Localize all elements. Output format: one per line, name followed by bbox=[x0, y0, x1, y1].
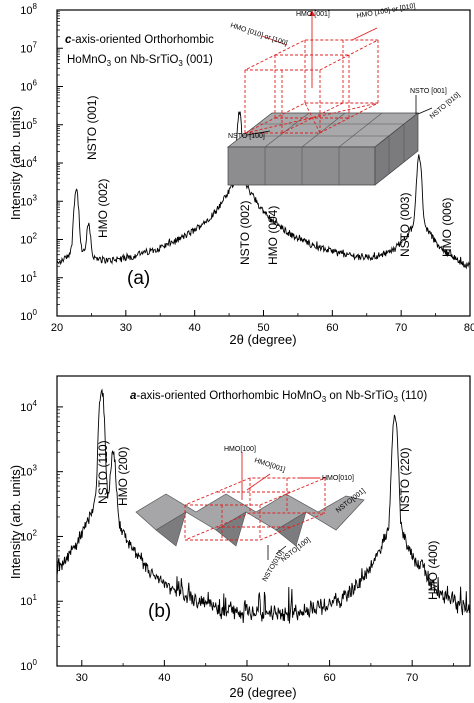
peak-label: HMO (004) bbox=[266, 206, 280, 265]
x-tick-label: 40 bbox=[158, 672, 170, 684]
x-tick-label: 30 bbox=[120, 322, 132, 334]
inset-label: HMO[001] bbox=[253, 457, 286, 474]
inset-label: HMO [010] or [100] bbox=[229, 22, 288, 47]
peak-label: NSTO (001) bbox=[85, 96, 99, 160]
y-tick-label: 105 bbox=[20, 117, 37, 132]
chart-title-b: a-axis-oriented Orthorhombic HoMnO3 on N… bbox=[130, 390, 427, 404]
panel-a: 100 101 102 103 104 105 106 107 108 20 30 40 50 60 70… bbox=[8, 2, 474, 347]
y-tick-label: 107 bbox=[20, 40, 37, 55]
y-tick-label: 102 bbox=[20, 528, 37, 543]
inset-label: NSTO[010] bbox=[262, 549, 286, 583]
x-tick-label: 80 bbox=[464, 322, 474, 334]
inset-label: HMO [100] or [010] bbox=[356, 3, 416, 20]
x-axis-b: 30 40 50 60 70 bbox=[76, 660, 454, 684]
x-axis-a: 20 30 40 50 60 70 80 bbox=[51, 310, 474, 334]
y-tick-label: 103 bbox=[20, 193, 37, 208]
x-tick-label: 40 bbox=[189, 322, 201, 334]
y-tick-label: 101 bbox=[20, 270, 37, 285]
x-axis-label-b: 2θ (degree) bbox=[229, 685, 296, 700]
peak-label: HMO (400) bbox=[426, 541, 440, 600]
inset-label: HMO[010] bbox=[322, 475, 354, 482]
peak-label: HMO (002) bbox=[96, 179, 110, 238]
xrd-trace-b bbox=[56, 388, 471, 624]
y-tick-label: 108 bbox=[20, 2, 37, 17]
panel-b: 100 101 102 103 104 30 40 50 60 70 a-axis-orient… bbox=[8, 375, 471, 700]
x-tick-label: 60 bbox=[323, 672, 335, 684]
y-axis-label-b: Intensity (arb. units) bbox=[8, 465, 23, 579]
inset-label: HMO [001] bbox=[296, 11, 330, 18]
panel-label-b: (b) bbox=[148, 601, 171, 622]
substrate-front bbox=[227, 146, 376, 186]
x-tick-label: 50 bbox=[257, 322, 269, 334]
x-axis-label-a: 2θ (degree) bbox=[229, 332, 296, 347]
crystal-inset-a: HMO [001] HMO [010] or [100] HMO [100] o… bbox=[226, 3, 462, 186]
y-tick-label: 104 bbox=[20, 155, 37, 170]
y-tick-label: 100 bbox=[20, 308, 37, 323]
y-tick-label: 101 bbox=[20, 593, 37, 608]
y-tick-label: 104 bbox=[20, 399, 37, 414]
x-tick-label: 30 bbox=[76, 672, 88, 684]
peak-label: NSTO (220) bbox=[398, 448, 412, 512]
chart-title-a-line2: HoMnO3 on Nb-SrTiO3 (001) bbox=[67, 54, 213, 68]
x-tick-label: 70 bbox=[406, 672, 418, 684]
inset-label: HMO[100] bbox=[224, 446, 256, 453]
panel-label-a: (a) bbox=[127, 268, 150, 289]
y-tick-label: 100 bbox=[20, 658, 37, 673]
y-tick-label: 106 bbox=[20, 79, 37, 94]
xrd-trace-a bbox=[56, 111, 471, 270]
inset-label: NSTO [001] bbox=[410, 88, 447, 95]
peak-label: NSTO (003) bbox=[398, 193, 412, 257]
x-tick-label: 50 bbox=[241, 672, 253, 684]
x-tick-label: 70 bbox=[395, 322, 407, 334]
y-tick-label: 103 bbox=[20, 464, 37, 479]
inset-label: NSTO [010] bbox=[429, 91, 462, 120]
y-axis-label-a: Intensity (arb. units) bbox=[8, 106, 23, 220]
peak-label: HMO (006) bbox=[440, 198, 454, 257]
y-tick-label: 102 bbox=[20, 232, 37, 247]
substrate-side bbox=[374, 112, 419, 186]
peak-label: NSTO (002) bbox=[238, 201, 252, 265]
x-tick-label: 60 bbox=[326, 322, 338, 334]
x-tick-label: 20 bbox=[51, 322, 63, 334]
chart-title-a: c-axis-oriented Orthorhombic bbox=[65, 34, 214, 46]
crystal-inset-b: HMO[100] HMO[001] HMO[010] NSTO[001] NST… bbox=[135, 446, 367, 583]
y-axis-a: 100 101 102 103 104 105 106 107 108 bbox=[20, 2, 63, 323]
inset-label: NSTO [100] bbox=[228, 133, 265, 140]
peak-label: HMO (200) bbox=[116, 447, 130, 506]
plot-frame-b bbox=[56, 375, 471, 667]
peak-label: NSTO (110) bbox=[96, 440, 110, 504]
y-axis-b: 100 101 102 103 104 bbox=[20, 399, 63, 673]
